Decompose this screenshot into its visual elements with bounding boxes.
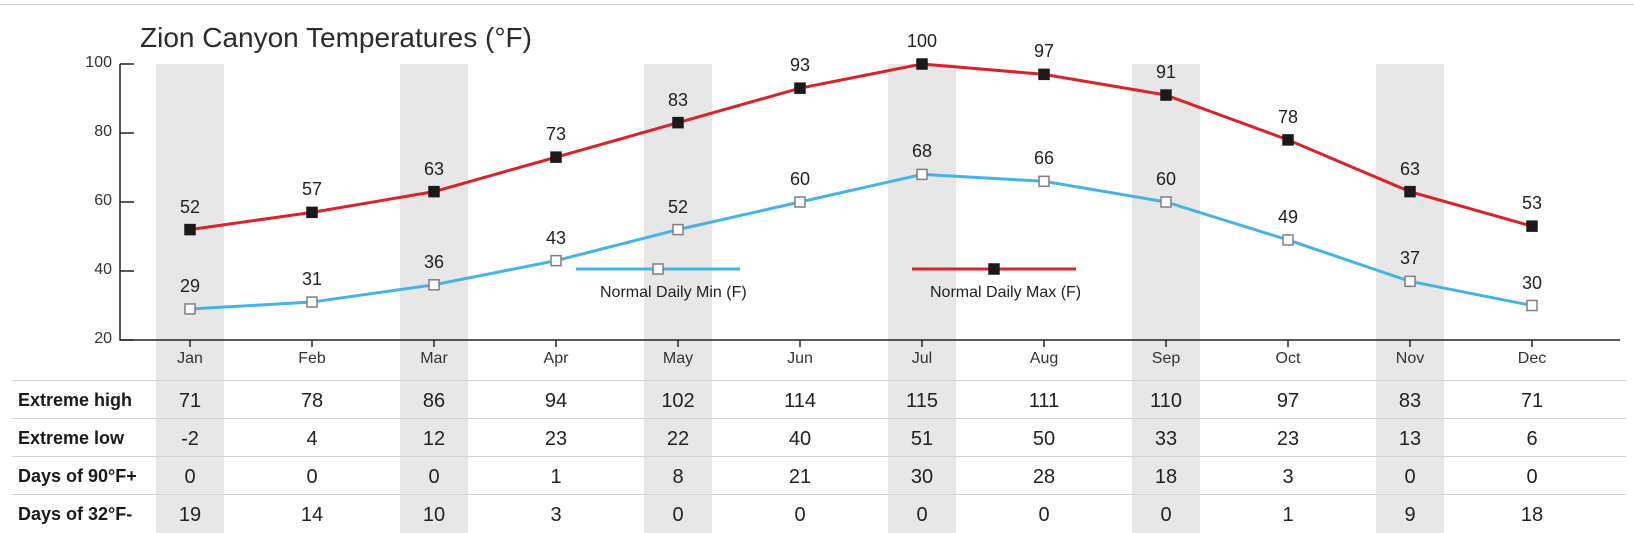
- table-cell: 4: [306, 428, 317, 451]
- month-label: May: [663, 350, 693, 368]
- month-label: Feb: [298, 350, 326, 368]
- table-cell: 28: [1033, 466, 1055, 489]
- table-cell: 78: [301, 390, 323, 413]
- month-label: Nov: [1396, 350, 1424, 368]
- month-label: Aug: [1030, 350, 1058, 368]
- table-cell: 3: [1282, 466, 1293, 489]
- table-cell: 0: [428, 466, 439, 489]
- table-cell: 6: [1526, 428, 1537, 451]
- series-min-value: 29: [180, 276, 200, 297]
- table-cell: 0: [916, 504, 927, 527]
- table-row-rule: [12, 418, 1626, 419]
- table-cell: 9: [1404, 504, 1415, 527]
- table-cell: 14: [301, 504, 323, 527]
- table-cell: 71: [179, 390, 201, 413]
- table-cell: 19: [179, 504, 201, 527]
- table-cell: 18: [1521, 504, 1543, 527]
- table-row-label: Extreme low: [18, 428, 124, 449]
- month-label: Jul: [912, 350, 932, 368]
- table-row-rule: [12, 456, 1626, 457]
- table-row-rule: [12, 494, 1626, 495]
- month-label: Jun: [787, 350, 813, 368]
- table-cell: 0: [1404, 466, 1415, 489]
- table-cell: 33: [1155, 428, 1177, 451]
- table-cell: 0: [794, 504, 805, 527]
- table-cell: 0: [672, 504, 683, 527]
- table-cell: 86: [423, 390, 445, 413]
- legend-min-label: Normal Daily Min (F): [600, 284, 747, 302]
- table-cell: 83: [1399, 390, 1421, 413]
- table-cell: 12: [423, 428, 445, 451]
- legend-max-swatch: [0, 0, 1634, 279]
- table-cell: 0: [1526, 466, 1537, 489]
- table-cell: 1: [550, 466, 561, 489]
- table-cell: 40: [789, 428, 811, 451]
- table-row-label: Days of 90°F+: [18, 466, 137, 487]
- table-cell: 21: [789, 466, 811, 489]
- table-cell: -2: [181, 428, 199, 451]
- month-label: Apr: [544, 350, 569, 368]
- table-cell: 97: [1277, 390, 1299, 413]
- table-row-label: Extreme high: [18, 390, 132, 411]
- month-label: Dec: [1518, 350, 1546, 368]
- table-cell: 94: [545, 390, 567, 413]
- table-cell: 22: [667, 428, 689, 451]
- table-cell: 0: [184, 466, 195, 489]
- table-top-rule: [12, 380, 1626, 381]
- table-cell: 0: [1160, 504, 1171, 527]
- month-label: Sep: [1152, 350, 1180, 368]
- table-cell: 13: [1399, 428, 1421, 451]
- table-row-label: Days of 32°F-: [18, 504, 132, 525]
- table-cell: 115: [906, 390, 938, 413]
- chart-container: Zion Canyon Temperatures (°F) 2040608010…: [0, 0, 1634, 533]
- table-cell: 30: [911, 466, 933, 489]
- table-cell: 0: [1038, 504, 1049, 527]
- table-cell: 0: [306, 466, 317, 489]
- table-cell: 111: [1029, 390, 1059, 413]
- table-cell: 51: [911, 428, 933, 451]
- table-cell: 23: [545, 428, 567, 451]
- table-cell: 1: [1282, 504, 1293, 527]
- table-cell: 71: [1521, 390, 1543, 413]
- table-cell: 110: [1150, 390, 1182, 413]
- table-cell: 8: [672, 466, 683, 489]
- table-cell: 18: [1155, 466, 1177, 489]
- month-label: Jan: [177, 350, 203, 368]
- table-cell: 3: [550, 504, 561, 527]
- table-cell: 50: [1033, 428, 1055, 451]
- table-cell: 10: [423, 504, 445, 527]
- table-cell: 23: [1277, 428, 1299, 451]
- legend-max-label: Normal Daily Max (F): [930, 284, 1081, 302]
- table-cell: 102: [661, 390, 694, 413]
- month-label: Mar: [420, 350, 448, 368]
- month-label: Oct: [1276, 350, 1301, 368]
- table-cell: 114: [784, 390, 816, 413]
